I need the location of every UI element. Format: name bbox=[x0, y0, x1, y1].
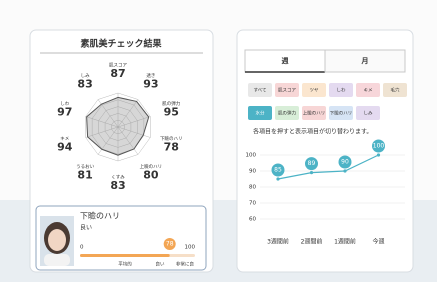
filter-label[interactable]: しみ bbox=[364, 111, 373, 117]
tab-label[interactable]: 月 bbox=[361, 57, 369, 65]
y-tick-label: 70 bbox=[249, 201, 256, 207]
slider-max: 100 bbox=[185, 245, 196, 251]
filter-label[interactable]: すべて bbox=[253, 87, 266, 94]
filter-label[interactable]: しわ bbox=[337, 87, 346, 94]
photo-face bbox=[48, 229, 66, 251]
filter-label[interactable]: 肌の弾力 bbox=[278, 110, 296, 117]
radar-value: 83 bbox=[77, 78, 92, 91]
slider-label: 良い bbox=[156, 261, 165, 268]
chart-title: 素肌美チェック結果 bbox=[80, 38, 162, 50]
filter-label[interactable]: キメ bbox=[364, 89, 373, 94]
radar-value: 87 bbox=[110, 67, 125, 80]
filter-label[interactable]: ツヤ bbox=[310, 89, 319, 94]
value-label: 89 bbox=[308, 160, 316, 167]
radar-value: 78 bbox=[164, 140, 179, 153]
x-tick-label: 1週間前 bbox=[334, 238, 356, 246]
value-label: 85 bbox=[274, 167, 282, 174]
slider-value: 78 bbox=[166, 241, 174, 248]
screen: 素肌美チェック結果 下瞼のハリ 良い 各項目を押すと表示項目が切り替わります。 … bbox=[0, 0, 437, 282]
point bbox=[310, 171, 313, 174]
hint: 各項目を押すと表示項目が切り替わります。 bbox=[253, 128, 372, 136]
slider-min: 0 bbox=[80, 245, 84, 251]
y-tick-label: 60 bbox=[249, 217, 256, 223]
tab-label[interactable]: 週 bbox=[282, 56, 289, 65]
filter-label[interactable]: 毛穴 bbox=[391, 87, 400, 94]
y-tick-label: 100 bbox=[246, 153, 257, 159]
value-label: 100 bbox=[373, 143, 385, 150]
radar-value: 93 bbox=[143, 78, 158, 91]
filter-label[interactable]: 上瞼のハリ bbox=[303, 110, 326, 117]
radar-value: 83 bbox=[110, 179, 125, 192]
slider-label: 非常に良 bbox=[176, 261, 194, 268]
radar-value: 81 bbox=[77, 168, 92, 181]
filter-label[interactable]: 下瞼のハリ bbox=[330, 110, 353, 117]
detail-rating: 良い bbox=[80, 224, 92, 232]
x-tick-label: 3週間前 bbox=[267, 238, 289, 246]
slider-fill bbox=[80, 254, 170, 257]
photo-shoulders bbox=[44, 254, 70, 266]
value-label: 90 bbox=[341, 159, 349, 166]
radar-value: 95 bbox=[164, 106, 179, 119]
point bbox=[276, 177, 279, 180]
y-tick-label: 90 bbox=[249, 169, 256, 175]
radar-value: 94 bbox=[57, 140, 73, 153]
y-tick-label: 80 bbox=[249, 185, 256, 191]
detail-title: 下瞼のハリ bbox=[80, 211, 120, 221]
radar-value: 80 bbox=[143, 168, 159, 181]
x-tick-label: 2週間前 bbox=[301, 238, 323, 246]
slider-label: 平均的 bbox=[118, 261, 132, 268]
x-tick-label: 今週 bbox=[372, 238, 384, 246]
filter-label[interactable]: 肌スコア bbox=[278, 88, 296, 94]
filter-label[interactable]: 水分 bbox=[256, 110, 265, 117]
point bbox=[377, 153, 380, 156]
point bbox=[343, 169, 346, 172]
radar-value: 97 bbox=[57, 106, 72, 119]
